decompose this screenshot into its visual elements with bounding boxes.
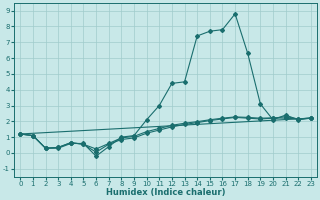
X-axis label: Humidex (Indice chaleur): Humidex (Indice chaleur) xyxy=(106,188,225,197)
